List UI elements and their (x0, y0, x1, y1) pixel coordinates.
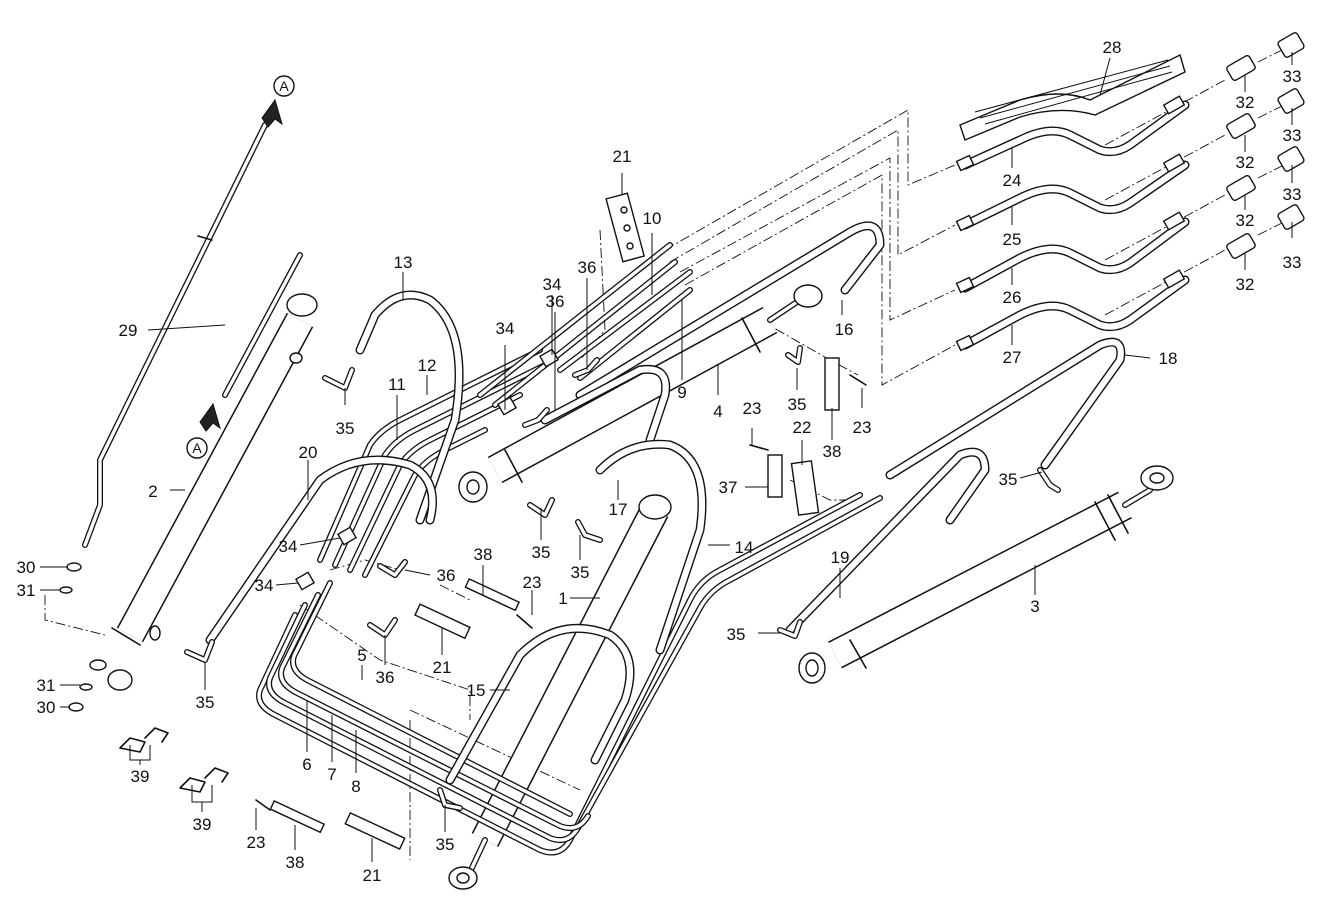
label-32-d: 32 (1236, 275, 1255, 294)
leader-lines (40, 52, 1293, 862)
label-35-d: 35 (532, 543, 551, 562)
label-36-c: 36 (437, 566, 456, 585)
label-23-a: 23 (743, 399, 762, 418)
label-32-c: 32 (1236, 211, 1255, 230)
label-36-d: 36 (376, 668, 395, 687)
label-35-a: 35 (336, 419, 355, 438)
label-21-top: 21 (613, 147, 632, 166)
label-31-b: 31 (37, 676, 56, 695)
label-11: 11 (388, 375, 406, 394)
label-38-c: 38 (286, 853, 305, 872)
label-34-b: 34 (496, 319, 515, 338)
label-18: 18 (1159, 349, 1178, 368)
marker-label-lower: A (192, 440, 202, 456)
hose-bundle (205, 221, 1126, 856)
direction-arrow-upper: A (261, 75, 295, 128)
label-35-h: 35 (436, 835, 455, 854)
label-1: 1 (558, 589, 567, 608)
label-13: 13 (394, 253, 413, 272)
marker-label-upper: A (279, 78, 289, 94)
hose-set-24-27 (955, 53, 1190, 352)
label-26: 26 (1003, 288, 1022, 307)
label-16: 16 (835, 320, 854, 339)
label-8: 8 (351, 777, 360, 796)
label-38-a: 38 (823, 442, 842, 461)
label-30-b: 30 (37, 698, 56, 717)
label-23-c: 23 (523, 573, 542, 592)
label-21-bottom: 21 (363, 866, 382, 885)
label-2: 2 (148, 482, 157, 501)
label-6: 6 (302, 755, 311, 774)
label-33-b: 33 (1283, 126, 1302, 145)
rod-29 (82, 122, 268, 548)
label-35-g: 35 (196, 693, 215, 712)
label-33-a: 33 (1283, 67, 1302, 86)
label-23-d: 23 (247, 833, 266, 852)
label-24: 24 (1003, 171, 1022, 190)
label-14: 14 (735, 538, 754, 557)
label-15: 15 (467, 681, 486, 700)
couplings (1226, 32, 1305, 260)
part-labels: 28 33 32 33 32 33 32 33 32 24 25 26 27 1… (17, 38, 1302, 885)
label-39-a: 39 (131, 767, 150, 786)
label-22: 22 (793, 418, 812, 437)
label-29: 29 (119, 321, 138, 340)
label-34-d: 34 (255, 576, 274, 595)
label-35-b: 35 (788, 395, 807, 414)
label-23-b: 23 (853, 418, 872, 437)
label-20: 20 (299, 443, 318, 462)
label-31-a: 31 (17, 581, 36, 600)
label-10: 10 (643, 209, 662, 228)
direction-arrow-lower: A (186, 402, 221, 459)
label-33-d: 33 (1283, 253, 1302, 272)
label-5: 5 (357, 646, 366, 665)
label-27: 27 (1003, 348, 1022, 367)
label-25: 25 (1003, 230, 1022, 249)
label-33-c: 33 (1283, 185, 1302, 204)
label-39-b: 39 (193, 815, 212, 834)
cylinder-3 (798, 465, 1174, 684)
label-32-a: 32 (1236, 93, 1255, 112)
cylinder-4 (458, 284, 823, 503)
label-35-f: 35 (727, 625, 746, 644)
label-7: 7 (327, 765, 336, 784)
label-17: 17 (609, 500, 628, 519)
label-28: 28 (1103, 38, 1122, 57)
label-36-a: 36 (578, 258, 597, 277)
label-30-a: 30 (17, 558, 36, 577)
label-34-c: 34 (279, 537, 298, 556)
label-19: 19 (831, 548, 850, 567)
label-34-a: 34 (543, 275, 562, 294)
cylinder-2 (89, 252, 318, 691)
label-38-b: 38 (474, 545, 493, 564)
label-36-b: 36 (546, 292, 565, 311)
label-12: 12 (418, 356, 437, 375)
label-37: 37 (719, 478, 738, 497)
label-21-mid: 21 (433, 658, 452, 677)
label-9: 9 (677, 383, 686, 402)
label-3: 3 (1030, 597, 1039, 616)
label-35-e: 35 (571, 563, 590, 582)
label-32-b: 32 (1236, 153, 1255, 172)
label-4: 4 (713, 402, 722, 421)
label-35-c: 35 (999, 470, 1018, 489)
